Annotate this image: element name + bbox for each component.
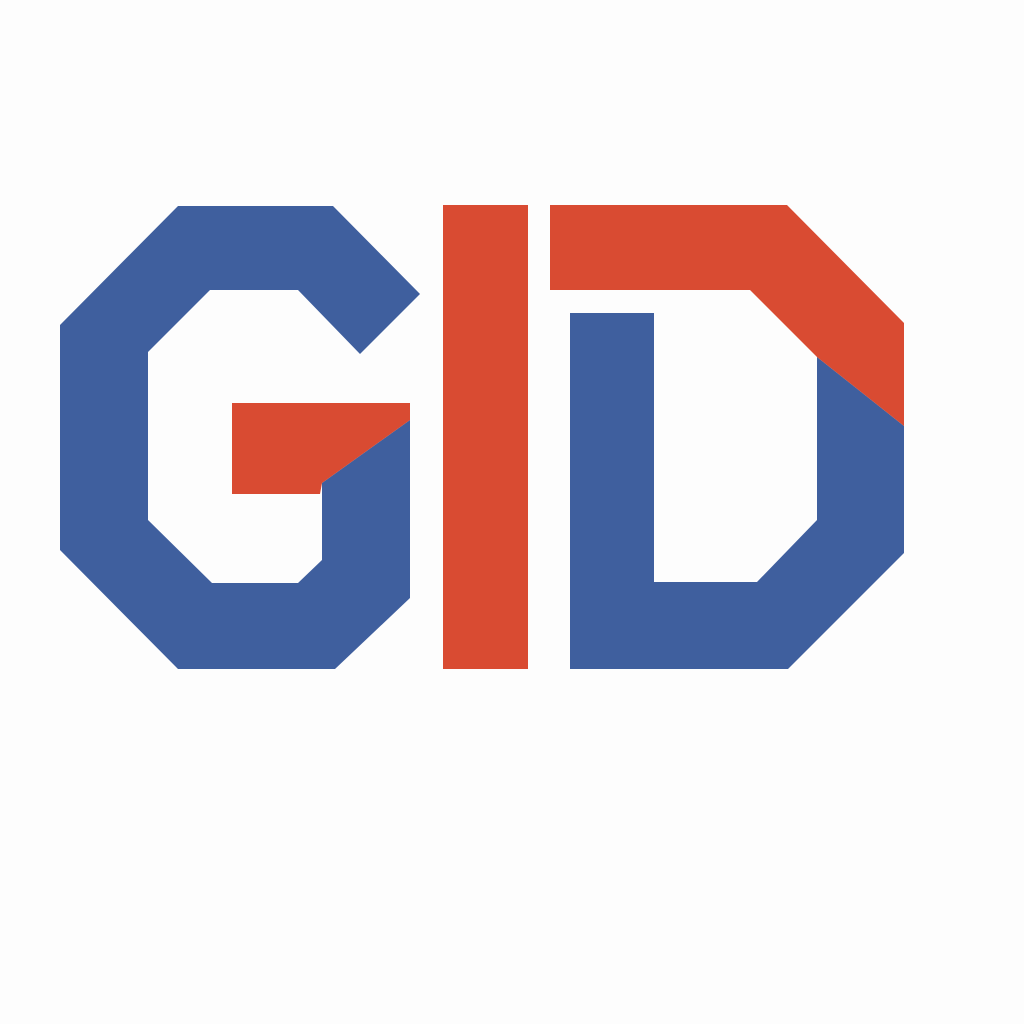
letter-g-crossbar <box>232 403 410 494</box>
letter-i <box>443 205 528 669</box>
letter-d-top <box>550 205 904 426</box>
letter-g-body <box>60 206 420 669</box>
letter-g <box>60 206 420 669</box>
letter-d <box>550 205 904 669</box>
letter-d-body <box>570 313 904 669</box>
